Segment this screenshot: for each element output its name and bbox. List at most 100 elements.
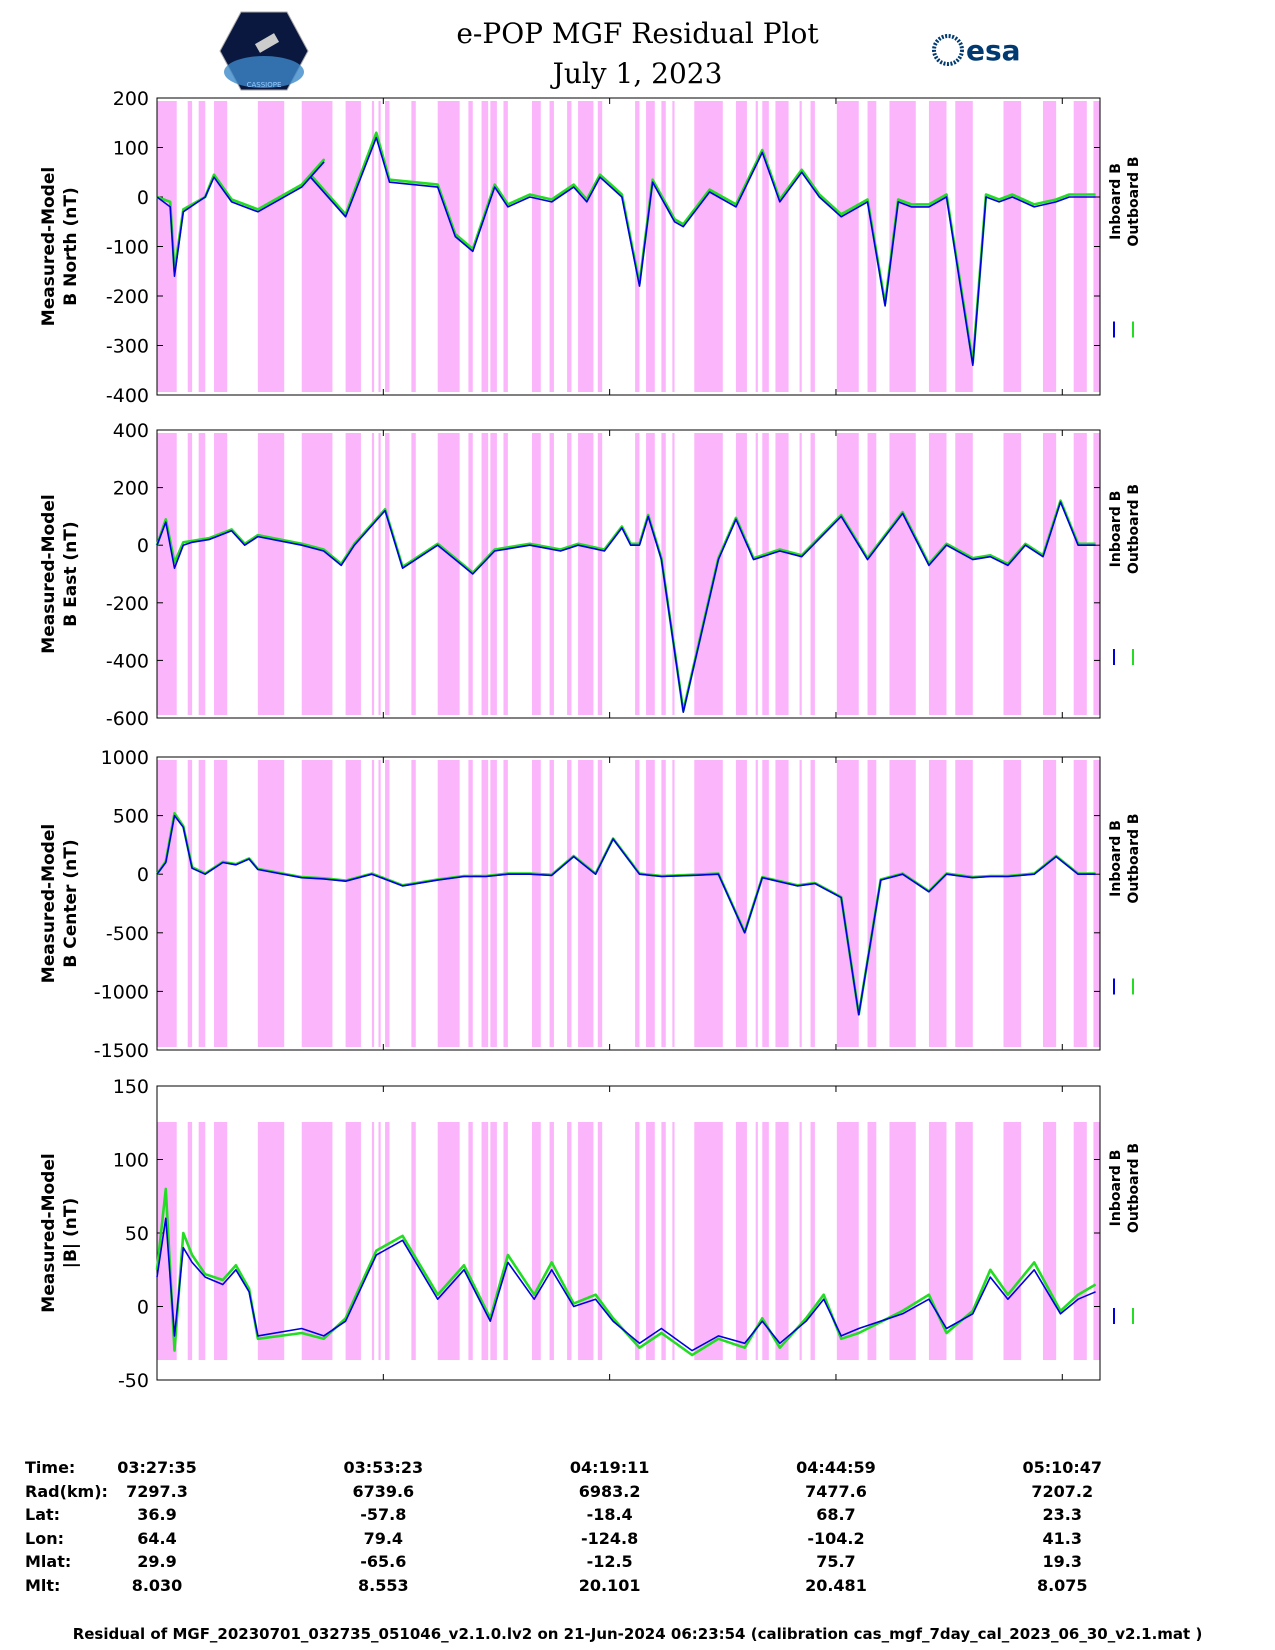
info-value: 20.101	[578, 1576, 641, 1595]
y-tick-label: -600	[106, 708, 149, 730]
panel-total: -50 0 50 100 150 Measured-Model |B| (nT) Inboar…	[39, 1076, 1142, 1392]
shaded-interval	[301, 101, 333, 392]
shaded-interval	[490, 433, 497, 715]
shaded-interval	[646, 433, 655, 715]
shaded-interval	[1003, 433, 1022, 715]
y-tick-label: -100	[106, 237, 149, 259]
y-tick-label: -400	[106, 385, 149, 407]
panel-east: -600 -400 -200 0 200 400 Measured-Model B East …	[39, 420, 1142, 730]
shaded-interval	[635, 101, 640, 392]
shaded-interval	[468, 760, 473, 1047]
shaded-interval	[928, 1122, 947, 1360]
shaded-interval	[411, 1122, 416, 1360]
legend-inboard: Inboard B	[1108, 1150, 1124, 1227]
shaded-interval	[1042, 760, 1057, 1047]
shaded-interval	[762, 101, 769, 392]
shaded-interval	[437, 101, 460, 392]
title-line2: July 1, 2023	[552, 57, 723, 90]
x-tick-label: 05:10:47	[1022, 1458, 1103, 1477]
shaded-interval	[672, 760, 675, 1047]
shaded-interval	[1093, 1122, 1100, 1360]
info-value: -104.2	[807, 1528, 865, 1548]
info-row-label: Mlat:	[25, 1552, 72, 1572]
shaded-interval	[187, 101, 193, 392]
info-value: 6983.2	[578, 1481, 641, 1501]
shaded-interval	[672, 101, 675, 392]
shaded-interval	[672, 433, 675, 715]
shaded-interval	[694, 760, 723, 1047]
shaded-interval	[810, 760, 815, 1047]
info-row-label: Time:	[25, 1458, 76, 1477]
shaded-interval	[799, 433, 802, 715]
shaded-interval	[549, 1122, 554, 1360]
shaded-interval	[1073, 760, 1087, 1047]
shaded-interval	[157, 760, 177, 1047]
shaded-interval	[481, 1122, 489, 1360]
y-tick-label: 200	[113, 88, 149, 110]
shaded-interval	[867, 433, 877, 715]
shaded-interval	[567, 1122, 572, 1360]
legend-outboard: Outboard B	[1126, 1143, 1142, 1233]
shaded-interval	[198, 101, 206, 392]
shaded-interval	[578, 101, 594, 392]
info-value: 20.481	[805, 1576, 867, 1595]
shaded-interval	[1073, 433, 1087, 715]
shaded-interval	[694, 1122, 723, 1360]
y-tick-label: -50	[118, 1370, 149, 1392]
shaded-interval	[928, 101, 947, 392]
shaded-interval	[411, 433, 416, 715]
shaded-interval	[214, 760, 228, 1047]
legend-outboard: Outboard B	[1126, 484, 1142, 574]
shaded-interval	[481, 760, 489, 1047]
shaded-interval	[775, 101, 789, 392]
shaded-interval	[928, 433, 947, 715]
series-outboard	[155, 811, 1096, 1016]
shaded-interval	[468, 433, 473, 715]
shaded-interval	[735, 433, 747, 715]
shaded-interval	[378, 1122, 381, 1360]
shaded-interval	[810, 433, 815, 715]
y-tick-label: -400	[106, 650, 149, 672]
shaded-interval	[411, 101, 416, 392]
info-value: 23.3	[1042, 1505, 1082, 1525]
shaded-interval	[214, 433, 228, 715]
shaded-interval	[257, 433, 285, 715]
shaded-interval	[385, 101, 390, 392]
y-axis-label: Measured-Model	[39, 167, 59, 326]
title-line1: e-POP MGF Residual Plot	[456, 17, 819, 50]
shaded-interval	[955, 433, 973, 715]
y-tick-label: 0	[137, 864, 149, 886]
y-axis-label: B East (nT)	[61, 521, 81, 626]
shaded-interval	[1073, 101, 1087, 392]
shaded-interval	[762, 433, 769, 715]
shaded-interval	[1042, 433, 1057, 715]
shaded-interval	[578, 433, 594, 715]
shaded-interval	[157, 433, 177, 715]
shaded-interval	[635, 760, 640, 1047]
shaded-interval	[345, 760, 361, 1047]
info-value: -18.4	[586, 1505, 633, 1525]
shaded-interval	[799, 1122, 802, 1360]
info-value: -12.5	[586, 1552, 633, 1572]
shaded-interval	[836, 101, 859, 392]
y-tick-label: 200	[113, 478, 149, 500]
shaded-interval	[1073, 1122, 1087, 1360]
shaded-interval	[490, 101, 497, 392]
shaded-interval	[567, 760, 572, 1047]
shaded-interval	[578, 1122, 594, 1360]
shaded-interval	[1093, 433, 1100, 715]
shaded-interval	[490, 760, 497, 1047]
shaded-interval	[198, 1122, 206, 1360]
shaded-interval	[345, 1122, 361, 1360]
shaded-interval	[597, 433, 603, 715]
shaded-interval	[836, 433, 859, 715]
shaded-interval	[889, 760, 916, 1047]
shaded-interval	[889, 1122, 916, 1360]
shaded-interval	[378, 101, 381, 392]
shaded-interval	[672, 1122, 675, 1360]
shaded-interval	[775, 433, 789, 715]
y-tick-label: -200	[106, 286, 149, 308]
y-tick-label: 0	[137, 187, 149, 209]
shaded-interval	[198, 433, 206, 715]
